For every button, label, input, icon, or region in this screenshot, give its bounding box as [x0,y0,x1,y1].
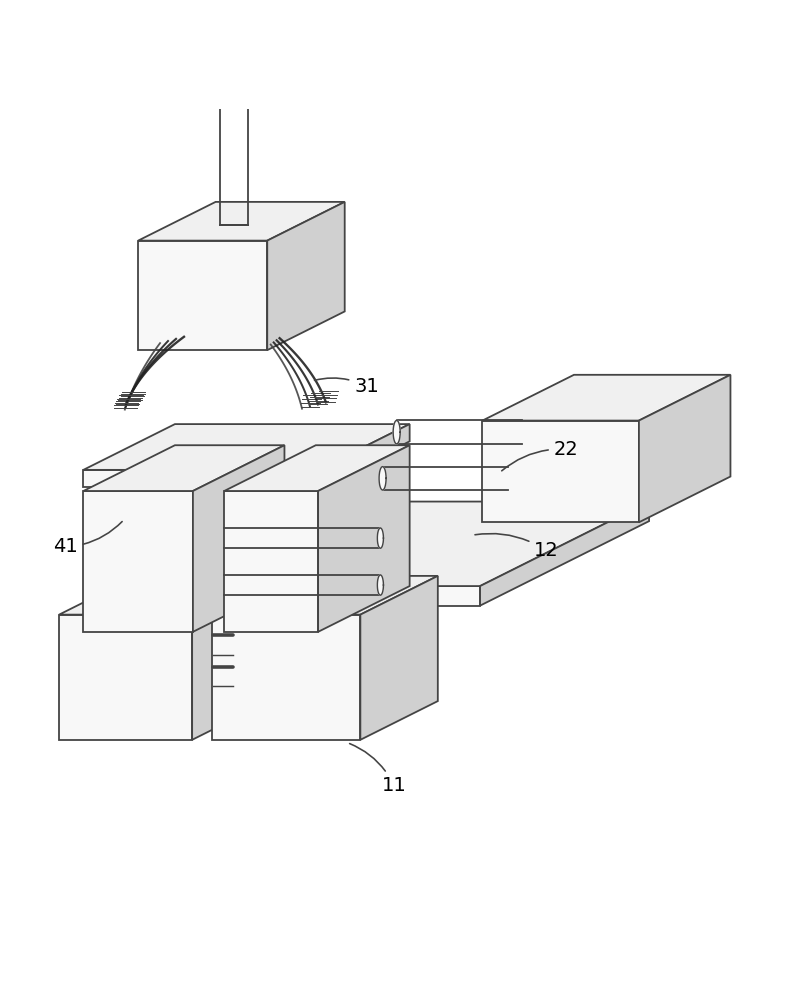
Polygon shape [212,615,360,740]
Polygon shape [480,502,649,606]
Polygon shape [639,375,730,522]
Polygon shape [377,528,384,548]
Text: 11: 11 [350,744,407,795]
Polygon shape [318,445,410,632]
Polygon shape [84,491,193,632]
Polygon shape [192,576,269,740]
Polygon shape [105,586,480,606]
Polygon shape [225,491,318,632]
Polygon shape [393,420,400,444]
Polygon shape [84,445,284,491]
Polygon shape [267,202,344,350]
Polygon shape [59,576,269,615]
Text: 12: 12 [475,534,559,560]
Polygon shape [360,576,438,740]
Text: 31: 31 [314,377,379,396]
Polygon shape [193,445,284,632]
Text: 41: 41 [53,522,122,556]
Polygon shape [138,202,344,241]
Text: 22: 22 [502,440,578,471]
Polygon shape [379,467,386,490]
Polygon shape [482,421,639,522]
Polygon shape [105,502,649,586]
Polygon shape [225,445,410,491]
Polygon shape [84,424,410,470]
Polygon shape [84,470,318,487]
Polygon shape [377,575,384,595]
Polygon shape [59,615,192,740]
Polygon shape [482,375,730,421]
Polygon shape [212,576,438,615]
Polygon shape [318,424,410,487]
Polygon shape [138,241,267,350]
